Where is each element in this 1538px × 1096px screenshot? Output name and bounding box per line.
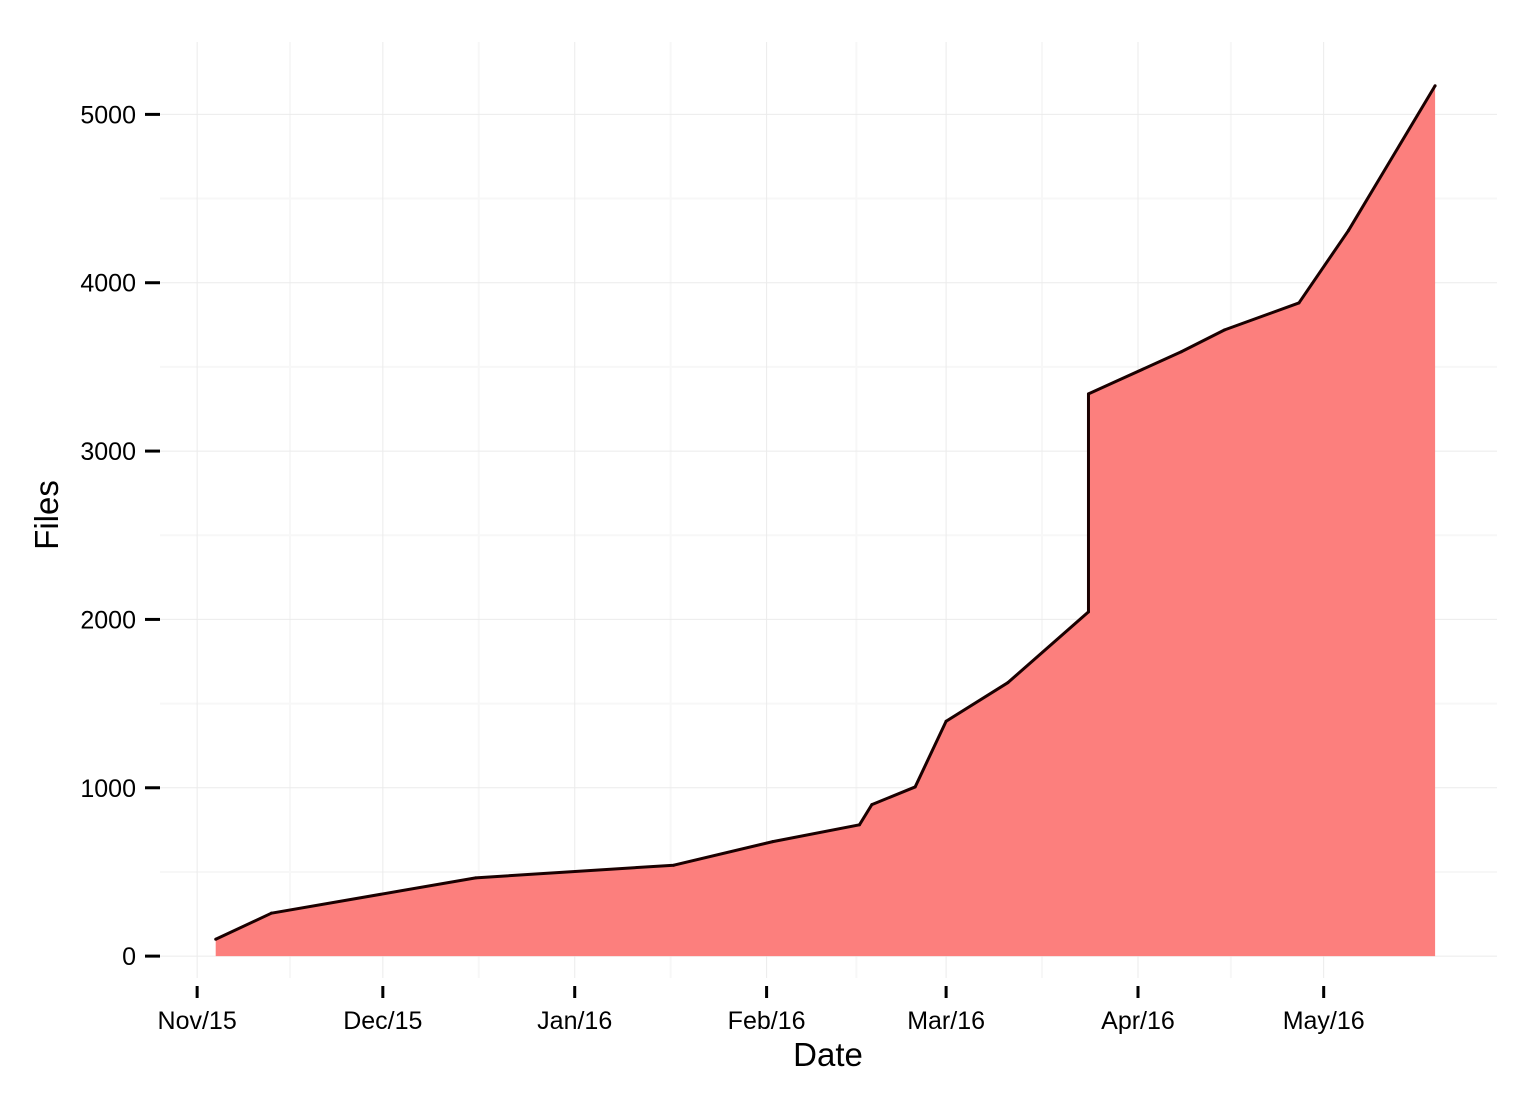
x-axis-title: Date (793, 1036, 863, 1073)
area-fill (215, 85, 1436, 957)
data-point (1223, 328, 1227, 332)
y-axis: 0 1000 2000 3000 4000 5000 (80, 101, 160, 971)
data-point (269, 911, 273, 915)
y-tick-label: 3000 (80, 438, 136, 466)
data-point (857, 823, 861, 827)
data-point (944, 719, 948, 723)
y-tick-label: 0 (122, 943, 136, 971)
data-point (1346, 229, 1350, 233)
data-point (214, 937, 218, 941)
data-point (1179, 350, 1183, 354)
x-tick-label: Dec/15 (343, 1007, 422, 1035)
x-tick-label: Mar/16 (907, 1007, 985, 1035)
data-point (1297, 301, 1301, 305)
y-tick-label: 2000 (80, 606, 136, 634)
x-tick-label: Feb/16 (728, 1007, 806, 1035)
data-point (771, 840, 775, 844)
x-tick-label: Jan/16 (537, 1007, 612, 1035)
x-tick-label: Apr/16 (1101, 1007, 1175, 1035)
y-axis-title: Files (28, 480, 65, 550)
area-series (214, 84, 1437, 957)
data-point (1086, 392, 1090, 396)
data-point (672, 863, 676, 867)
data-point (1006, 681, 1010, 685)
y-tick-label: 1000 (80, 775, 136, 803)
y-tick-label: 5000 (80, 101, 136, 129)
x-tick-label: Nov/15 (158, 1007, 237, 1035)
y-tick-label: 4000 (80, 270, 136, 298)
data-point (870, 803, 874, 807)
x-tick-label: May/16 (1283, 1007, 1365, 1035)
data-point (913, 785, 917, 789)
data-point (1433, 84, 1437, 88)
data-point (474, 876, 478, 880)
x-axis: Nov/15 Dec/15 Jan/16 Feb/16 Mar/16 Apr/16 May/… (158, 986, 1365, 1035)
data-point (1086, 610, 1090, 614)
